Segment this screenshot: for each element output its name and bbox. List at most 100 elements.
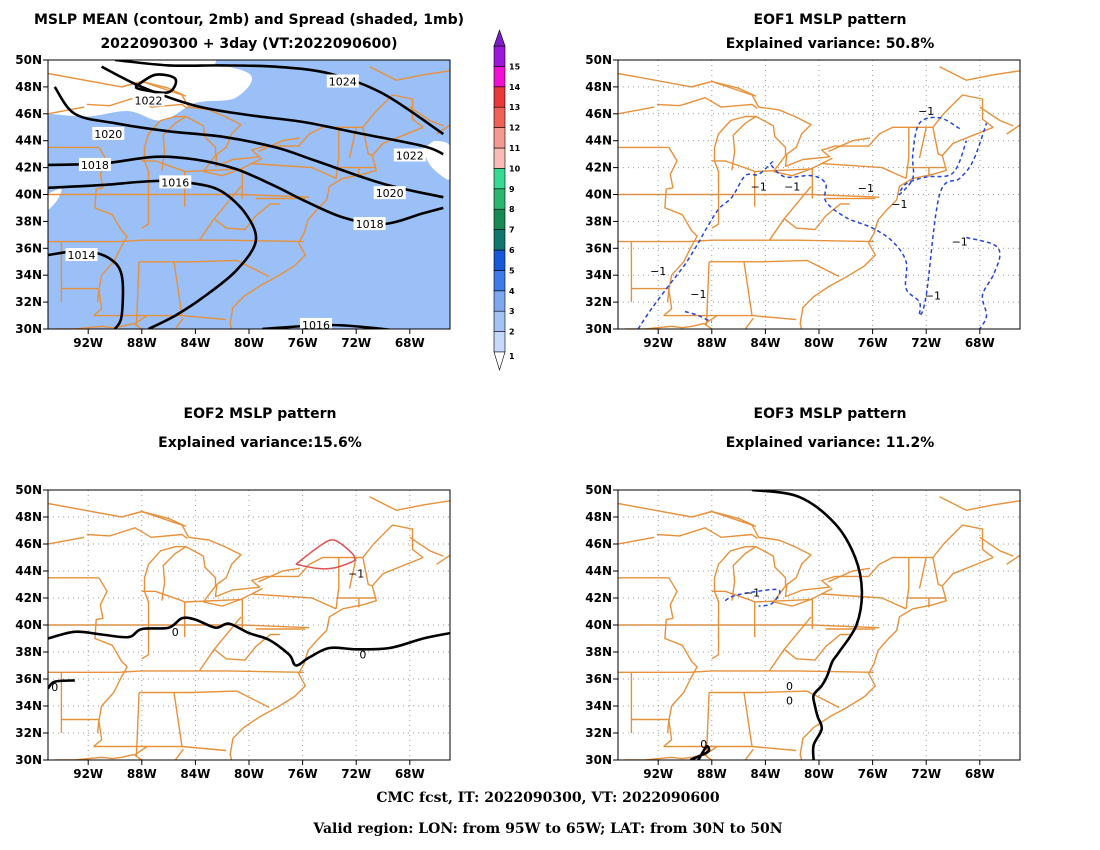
contour-label: 1020	[376, 187, 404, 200]
border-line	[48, 502, 424, 598]
x-tick-label: 72W	[341, 767, 371, 781]
colorbar-tick-label: 8	[509, 205, 515, 214]
border-line	[143, 546, 186, 603]
border-line	[93, 745, 227, 752]
border-line	[86, 527, 188, 540]
border-line	[656, 527, 758, 540]
colorbar-segment	[493, 66, 506, 88]
border-line	[691, 80, 757, 97]
border-line	[821, 162, 907, 180]
y-tick-label: 34N	[15, 699, 42, 713]
panel-eof3-subtitle: Explained variance: 11.2%	[726, 435, 935, 451]
x-tick-label: 80W	[234, 767, 264, 781]
border-line	[54, 756, 113, 760]
border-line	[773, 587, 833, 607]
y-tick-label: 36N	[15, 241, 42, 255]
border-line	[918, 127, 927, 159]
y-tick-label: 46N	[585, 537, 612, 551]
border-line	[631, 287, 670, 303]
border-line	[905, 557, 910, 609]
border-line	[783, 203, 850, 231]
colorbar-segment	[493, 45, 506, 67]
border-line	[48, 239, 304, 243]
border-line	[61, 287, 100, 303]
spread-low-area	[423, 140, 450, 180]
y-tick-label: 50N	[585, 483, 612, 497]
contour-line	[724, 588, 781, 607]
border-line	[618, 72, 994, 167]
contour-label: −1	[690, 288, 706, 301]
contour-label: 1014	[68, 249, 96, 262]
y-tick-label: 36N	[15, 672, 42, 686]
border-line	[618, 536, 655, 545]
map-area: 0 0 0 0 −1	[48, 490, 460, 760]
y-tick-label: 36N	[585, 241, 612, 255]
contour-label-bg	[159, 175, 192, 189]
x-tick-label: 76W	[288, 336, 318, 350]
border-line	[362, 127, 373, 157]
colorbar-segment	[493, 106, 506, 128]
colorbar-segment	[493, 249, 506, 271]
border-line	[821, 593, 907, 610]
y-tick-label: 48N	[15, 510, 42, 524]
border-line	[436, 544, 450, 565]
colorbar-segment	[493, 86, 506, 108]
colorbar-tick-label: 9	[509, 185, 515, 194]
x-tick-label: 68W	[395, 336, 425, 350]
axis-ticks: 92W 88W 84W 80W 76W 72W 68W 30N 32N 34N 36N 38N 40N 4…	[585, 483, 995, 781]
colorbar-segment	[493, 147, 506, 169]
border-line	[203, 587, 263, 607]
contour-line	[101, 65, 444, 156]
border-line	[731, 546, 787, 603]
colorbar-tick-label: 12	[509, 124, 520, 133]
border-line	[939, 496, 1020, 511]
contour-label: 1022	[396, 149, 424, 162]
y-tick-label: 40N	[15, 618, 42, 632]
y-tick-label: 30N	[15, 753, 42, 767]
x-tick-label: 76W	[858, 336, 888, 350]
contour-label: 1018	[356, 218, 384, 231]
colorbar-segment	[493, 229, 506, 251]
axis-ticks: 92W 88W 84W 80W 76W 72W 68W 30N 32N 34N 36N 38N 40N 4…	[15, 53, 425, 350]
y-tick-label: 48N	[15, 80, 42, 94]
colorbar-segment	[493, 208, 506, 230]
contour-label: −1	[650, 265, 666, 278]
border-line	[979, 536, 1014, 557]
border-line	[198, 185, 242, 241]
colorbar-arrow-bottom	[493, 351, 506, 372]
contour-label: −1	[348, 568, 364, 581]
border-line	[743, 261, 753, 316]
contour-label: 0	[453, 612, 460, 625]
y-tick-label: 44N	[585, 564, 612, 578]
contour-label: 0	[172, 626, 179, 639]
gridlines	[48, 490, 450, 760]
border-line	[203, 157, 263, 177]
map-area: −1 0 0 0	[618, 490, 1020, 760]
border-line	[711, 600, 720, 660]
y-tick-label: 30N	[15, 322, 42, 336]
x-tick-label: 88W	[127, 336, 157, 350]
border-line	[121, 510, 187, 528]
border-line	[48, 670, 304, 673]
border-line	[229, 556, 424, 760]
contour-label-bg	[373, 186, 406, 200]
x-tick-label: 68W	[965, 767, 995, 781]
border-line	[229, 126, 424, 329]
border-line	[939, 66, 1020, 81]
colorbar-segment	[493, 310, 506, 332]
colorbar-segment	[493, 331, 506, 353]
border-line	[369, 496, 450, 511]
y-tick-label: 34N	[585, 699, 612, 713]
y-tick-label: 34N	[585, 268, 612, 282]
y-tick-label: 48N	[585, 510, 612, 524]
contour-label: −1	[858, 182, 874, 195]
panel-mean-subtitle: 2022090300 + 3day (VT:2022090600)	[100, 36, 397, 52]
border-line	[141, 160, 243, 173]
border-line	[618, 502, 994, 598]
border-line	[409, 106, 444, 127]
border-line	[54, 325, 113, 329]
contour-line	[48, 179, 258, 329]
border-line	[744, 317, 754, 329]
